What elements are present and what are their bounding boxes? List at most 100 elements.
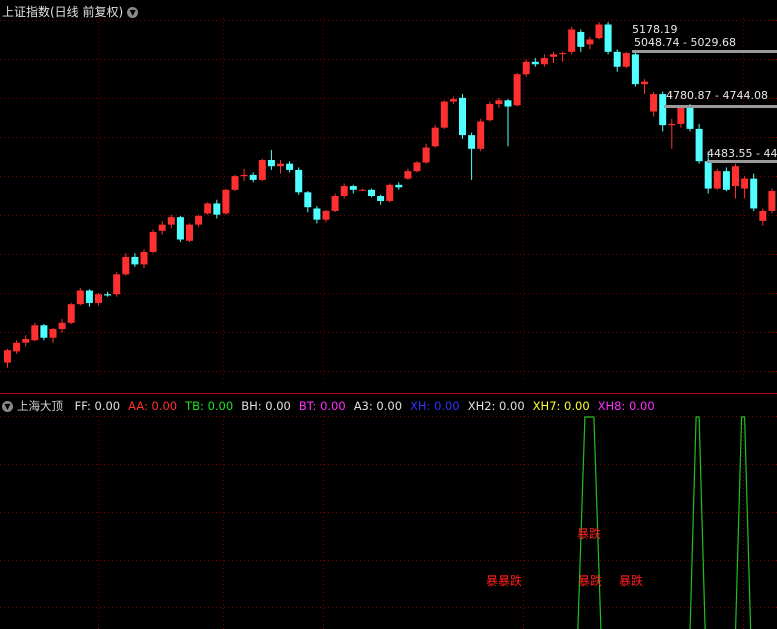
candle-body (768, 191, 776, 211)
price-marker-bar (632, 50, 777, 53)
candle-body (304, 192, 312, 208)
candle-body (67, 304, 75, 323)
candle-body (540, 58, 548, 65)
candle-body (577, 31, 585, 47)
candle-body (613, 51, 621, 67)
candle-body (377, 196, 385, 201)
signal-label-double: 暴暴跌 (486, 574, 523, 588)
indicator-legend: ▼ 上海大顶 FF: 0.00 AA: 0.00 TB: 0.00 BH: 0.00 BT… (2, 398, 671, 414)
candle-body (286, 163, 294, 170)
candle-body (595, 24, 603, 39)
candle-body (213, 203, 221, 215)
candle-body (122, 256, 130, 275)
candle-body (550, 54, 557, 57)
candle-body (622, 53, 630, 67)
candle-body (413, 162, 421, 172)
indicator-value: XH2: 0.00 (467, 399, 525, 413)
candle-body (167, 217, 175, 225)
candle-body (358, 189, 366, 191)
candle-body (277, 163, 284, 167)
main-chart-title-text: 上证指数(日线 前复权) (2, 5, 124, 19)
candle-body (486, 104, 494, 121)
indicator-name: 上海大顶 (17, 399, 63, 413)
candle-body (504, 100, 512, 107)
candle-body (422, 147, 430, 163)
candle-body (267, 159, 275, 167)
price-range-label-1: 5048.74 - 5029.68 (634, 36, 736, 49)
candle-body (40, 325, 48, 338)
signal-label: 暴跌 (578, 574, 603, 588)
candle-body (704, 161, 712, 189)
candle-body (149, 232, 157, 252)
candle-body (741, 178, 749, 189)
candle-body (158, 224, 166, 231)
indicator-value: XH: 0.00 (410, 399, 460, 413)
candle-body (58, 322, 66, 330)
candle-body (531, 61, 539, 65)
candle-body (204, 203, 212, 214)
candle-body (186, 224, 193, 241)
candle-body (195, 215, 203, 225)
candle-body (468, 135, 476, 149)
candle-body (31, 325, 39, 341)
candle-body (722, 171, 730, 190)
candle-body (559, 53, 567, 55)
signal-label: 暴跌 (619, 574, 644, 588)
candle-body (431, 127, 439, 147)
candle-body (395, 184, 403, 188)
candle-body (340, 186, 348, 197)
candle-body (477, 121, 485, 149)
candle-body (349, 186, 357, 190)
indicator-value: TB: 0.00 (185, 399, 234, 413)
candle-body (750, 178, 758, 209)
candle-body (386, 184, 394, 201)
candle-body (231, 176, 239, 190)
candle-body (513, 74, 521, 106)
candle-body (404, 171, 412, 179)
chevron-down-icon[interactable]: ▼ (127, 7, 139, 18)
indicator-value: A3: 0.00 (353, 399, 403, 413)
price-marker-bar (664, 105, 777, 108)
candle-body (222, 189, 230, 214)
candle-body (568, 29, 576, 52)
candle-body (258, 159, 266, 180)
candle-body (713, 171, 721, 189)
indicator-value: BT: 0.00 (298, 399, 346, 413)
candle-body (22, 338, 30, 343)
candle-body (440, 101, 448, 128)
signal-line (689, 416, 706, 629)
candle-body (104, 294, 112, 296)
candle-body (459, 97, 466, 136)
indicator-value: BH: 0.00 (241, 399, 291, 413)
candle-body (76, 290, 84, 305)
candle-body (295, 169, 303, 193)
candle-body (650, 94, 658, 112)
main-chart-title: 上证指数(日线 前复权) ▼ (2, 3, 139, 20)
candle-body (732, 166, 739, 187)
candle-body (313, 208, 321, 220)
indicator-values: FF: 0.00 AA: 0.00 TB: 0.00 BH: 0.00 BT: 0.00… (75, 399, 663, 413)
candle-body (85, 290, 93, 303)
candle-body (522, 61, 530, 75)
candle-body (586, 39, 594, 45)
candle-body (176, 217, 184, 240)
chevron-down-icon[interactable]: ▼ (2, 401, 13, 412)
candle-body (604, 24, 612, 52)
price-range-label-3: 4483.55 - 44 (707, 147, 777, 160)
candle-body (240, 174, 248, 177)
candle-body (13, 342, 21, 352)
candle-body (249, 174, 257, 180)
candle-body (759, 210, 767, 221)
candle-body (495, 100, 503, 105)
candle-body (449, 99, 457, 102)
candle-body (4, 350, 11, 363)
candle-body (331, 196, 339, 211)
price-range-label-2: 4780.87 - 4744.08 (666, 89, 768, 102)
candle-body (95, 294, 102, 303)
candle-body (686, 106, 694, 129)
indicator-value: AA: 0.00 (128, 399, 178, 413)
candle-body (322, 210, 330, 220)
signal-line (735, 416, 752, 629)
